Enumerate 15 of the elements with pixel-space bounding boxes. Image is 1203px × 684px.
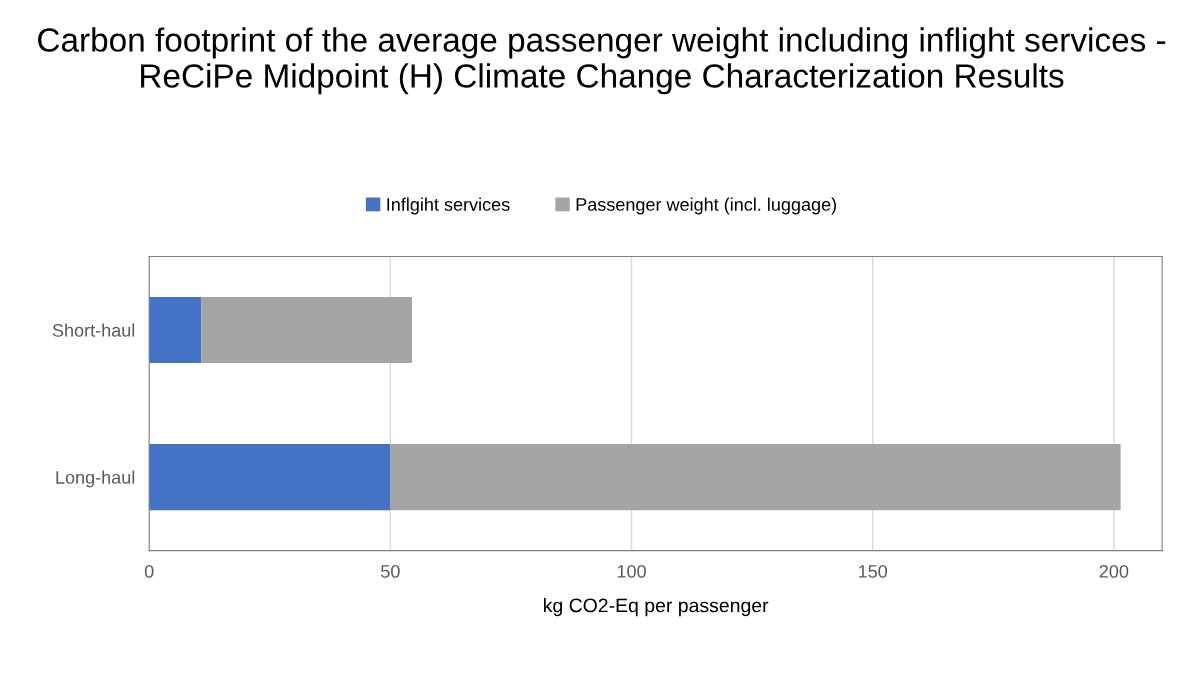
bar (390, 444, 1121, 511)
legend-label: Inflgiht services (387, 197, 510, 215)
bar (149, 444, 391, 511)
x-tick-label: 50 (381, 564, 400, 578)
y-tick-label: Long-haul (56, 470, 135, 488)
x-tick-label: 150 (859, 564, 888, 578)
x-tick-label: 0 (144, 564, 154, 578)
x-tick-label: 100 (617, 564, 646, 578)
x-axis-title: kg CO2-Eq per passenger (544, 598, 769, 617)
y-tick-label: Short-haul (52, 323, 135, 337)
bar (201, 296, 413, 364)
x-tick-label: 200 (1099, 564, 1129, 578)
bar (149, 296, 202, 364)
chart-title: Carbon footprint of the average passenger weight including inflight services - ReCiPe Midpoint (H) Climate Change Characterization Results (38, 27, 1166, 95)
legend-label: Passenger weight (incl. luggage) (576, 197, 837, 215)
